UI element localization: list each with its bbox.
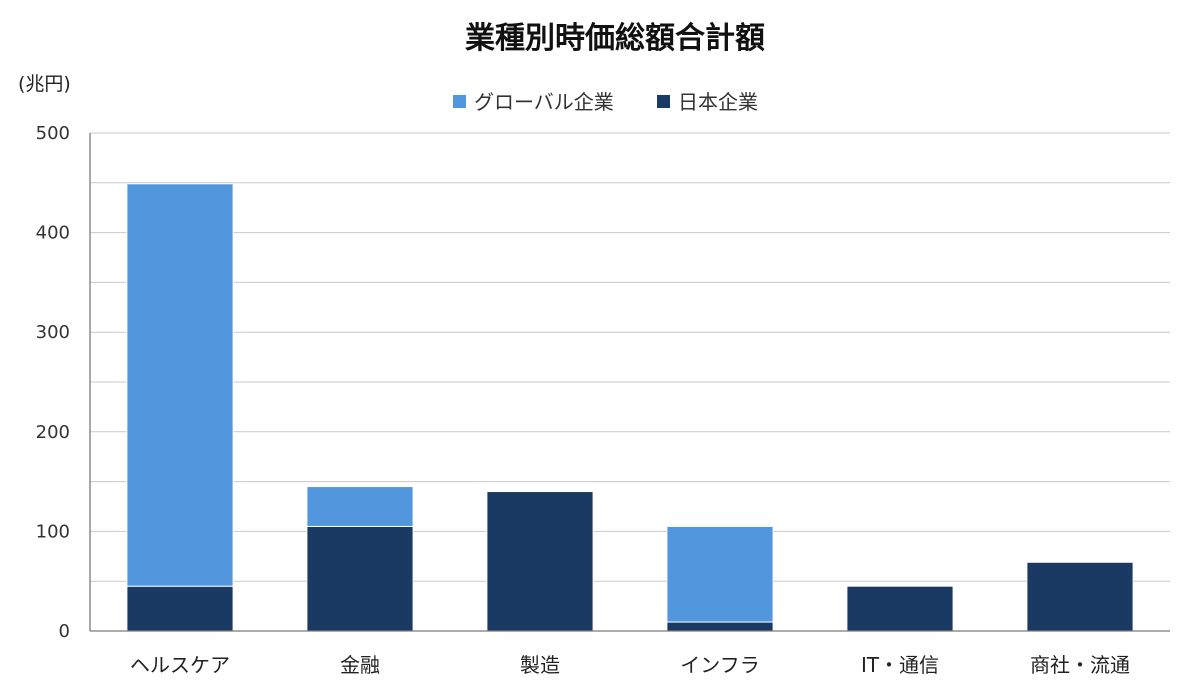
- legend-label: 日本企業: [678, 90, 758, 114]
- x-category-label: 製造: [520, 653, 560, 677]
- y-axis-unit-label: (兆円): [18, 73, 71, 95]
- bar-segment: [486, 491, 594, 632]
- bar-segment: [306, 486, 414, 527]
- legend-swatch: [453, 95, 466, 108]
- bar-segment: [846, 585, 954, 632]
- y-tick-label: 0: [59, 621, 70, 642]
- y-tick-label: 200: [36, 422, 70, 443]
- bar-segment: [306, 525, 414, 632]
- y-tick-label: 300: [36, 322, 70, 343]
- bar-segment: [666, 525, 774, 623]
- legend-swatch: [657, 95, 670, 108]
- x-axis-categories: ヘルスケア 金融 製造 インフラ IT・通信 商社・流通: [130, 653, 1130, 677]
- x-category-label: インフラ: [680, 653, 759, 677]
- y-axis-ticks: 0 100 200 300 400 500: [36, 123, 70, 642]
- bar-segment: [666, 621, 774, 632]
- y-tick-label: 400: [36, 223, 70, 244]
- bars: [126, 183, 1134, 632]
- x-category-label: IT・通信: [861, 653, 939, 677]
- y-tick-label: 500: [36, 123, 70, 144]
- x-category-label: ヘルスケア: [130, 653, 230, 677]
- bar-segment: [126, 183, 234, 587]
- gridlines: [90, 132, 1170, 632]
- bar-segment: [1026, 561, 1134, 632]
- legend: グローバル企業 日本企業: [453, 90, 758, 114]
- x-category-label: 商社・流通: [1030, 653, 1130, 677]
- legend-label: グローバル企業: [474, 90, 614, 114]
- chart-title: 業種別時価総額合計額: [465, 21, 765, 56]
- bar-segment: [126, 585, 234, 632]
- x-category-label: 金融: [340, 653, 380, 677]
- y-tick-label: 100: [36, 521, 70, 542]
